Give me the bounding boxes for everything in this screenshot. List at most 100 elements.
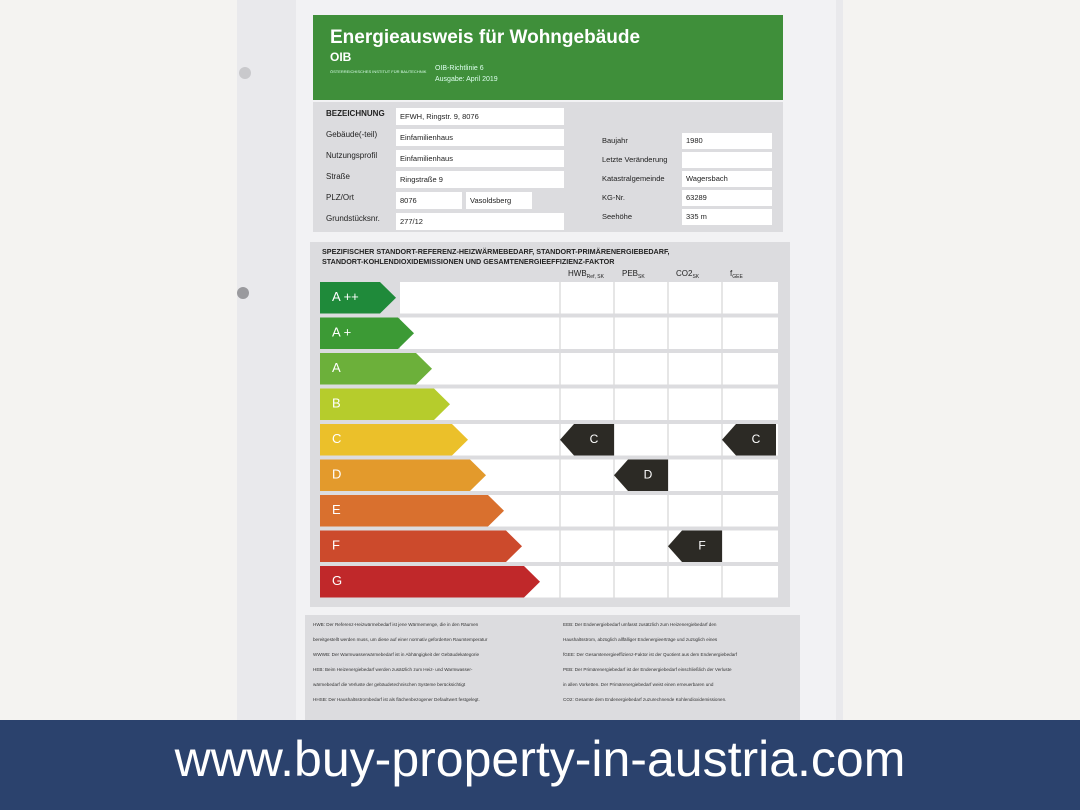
class-arrow [320, 530, 522, 562]
field-label: Baujahr [602, 136, 628, 145]
footnote: bereitgestellt werden muss, um diese auf… [313, 637, 488, 642]
rating-marker [668, 530, 722, 562]
field-cell [682, 152, 772, 168]
banner [0, 720, 1080, 810]
rating-label: C [590, 432, 599, 446]
field-cell [396, 129, 564, 146]
class-arrow [320, 566, 540, 598]
field-value: 1980 [686, 136, 703, 145]
grid-row [400, 353, 778, 385]
field-value: EFWH, Ringstr. 9, 8076 [400, 112, 479, 121]
header-box [313, 15, 783, 100]
field-cell [396, 213, 564, 230]
grid-row [400, 317, 778, 349]
field-cell [682, 171, 772, 187]
grid-row [400, 282, 778, 314]
rating-label: C [752, 432, 761, 446]
rating-label: D [644, 467, 653, 481]
column-main: f [730, 269, 733, 278]
class-label: A + [332, 325, 351, 340]
edition: Ausgabe: April 2019 [435, 76, 498, 83]
class-label: B [332, 396, 341, 411]
field-value: 63289 [686, 193, 707, 202]
class-arrow [320, 495, 504, 527]
rating-marker [722, 424, 776, 456]
class-label: F [332, 538, 340, 553]
footnote: CO2: Gesamte dem Endenergiebedarf zuzure… [563, 697, 726, 702]
rating-label: F [698, 538, 705, 552]
grid-row [400, 388, 778, 420]
field-label: Katastralgemeinde [602, 174, 665, 183]
class-arrow [320, 317, 414, 349]
field-label: Straße [326, 172, 351, 181]
class-arrow [320, 388, 450, 420]
banner-url: www.buy-property-in-austria.com [174, 731, 906, 787]
logo-sub: ÖSTERREICHISCHES INSTITUT FÜR BAUTECHNIK [330, 69, 427, 74]
class-label: E [332, 502, 341, 517]
field-value: 8076 [400, 196, 417, 205]
punch-hole [239, 67, 251, 79]
field-label: Letzte Veränderung [602, 155, 667, 164]
field-label: PLZ/Ort [326, 193, 355, 202]
class-arrow [320, 459, 486, 491]
class-arrow [320, 282, 396, 314]
column-main: PEB [622, 269, 638, 278]
field-cell [682, 133, 772, 149]
column-sub: Ref, SK [587, 274, 605, 280]
rating-marker [614, 459, 668, 491]
field-label: Seehöhe [602, 212, 632, 221]
field-label: Gebäude(-teil) [326, 130, 377, 139]
logo: OIB [330, 50, 352, 64]
footnote: EEB: Der Endenergiebedarf umfasst zusätz… [563, 622, 717, 627]
footnote-box [305, 615, 800, 720]
class-label: G [332, 573, 342, 588]
class-label: A [332, 360, 341, 375]
field-cell [682, 190, 772, 206]
class-arrow [320, 424, 468, 456]
field-value: Einfamilienhaus [400, 133, 453, 142]
column-sub: SK [692, 274, 699, 280]
footnote: in allen Vorketten. Der Primärenergiebed… [563, 682, 714, 687]
footnote: WWWB: Der Warmwasserwärmebedarf ist in A… [313, 652, 479, 657]
field-label: KG-Nr. [602, 193, 625, 202]
energy-heading: SPEZIFISCHER STANDORT-REFERENZ-HEIZWÄRME… [322, 247, 670, 256]
footnote: wärmebedarf die Verluste der gebäudetech… [313, 682, 466, 687]
footnote: HWB: Der Referenz-Heizwärmebedarf ist je… [313, 622, 479, 627]
title: Energieausweis für Wohngebäude [330, 27, 640, 48]
field-cell [682, 209, 772, 225]
column-header: PEBSK [622, 269, 645, 280]
field-cell [396, 192, 462, 209]
field-value: Ringstraße 9 [400, 175, 443, 184]
class-label: C [332, 431, 341, 446]
energy-heading: STANDORT-KOHLENDIOXIDEMISSIONEN UND GESA… [322, 257, 615, 266]
column-header: fGEE [730, 269, 743, 280]
field-label: Grundstücksnr. [326, 214, 380, 223]
field-cell [396, 171, 564, 188]
footnote: HHSB: Der Haushaltsstrombedarf ist als f… [313, 697, 480, 702]
column-header: HWBRef, SK [568, 269, 605, 280]
field-value: Vasoldsberg [470, 196, 511, 205]
punch-hole [237, 287, 249, 299]
column-header: CO2SK [676, 269, 700, 280]
field-value: 335 m [686, 212, 707, 221]
field-cell [396, 150, 564, 167]
field-cell [466, 192, 532, 209]
column-main: HWB [568, 269, 587, 278]
guideline: OIB-Richtlinie 6 [435, 65, 484, 72]
class-arrow [320, 353, 432, 385]
footnote: fGEE: Der Gesamtenergieeffizienz-Faktor … [563, 652, 738, 657]
field-value: Wagersbach [686, 174, 728, 183]
column-main: CO2 [676, 269, 693, 278]
field-value: Einfamilienhaus [400, 154, 453, 163]
field-label: BEZEICHNUNG [326, 109, 385, 118]
rating-marker [560, 424, 614, 456]
class-label: D [332, 467, 341, 482]
footnote: PEB: Der Primärenergiebedarf ist der End… [563, 667, 732, 672]
field-label: Nutzungsprofil [326, 151, 377, 160]
footnote: HEB: Beim Heizenergiebedarf werden zusät… [313, 667, 473, 672]
field-value: 277/12 [400, 217, 423, 226]
class-label: A ++ [332, 289, 359, 304]
footnote: Haushaltsstrom, abzüglich allfälliger En… [563, 637, 718, 642]
